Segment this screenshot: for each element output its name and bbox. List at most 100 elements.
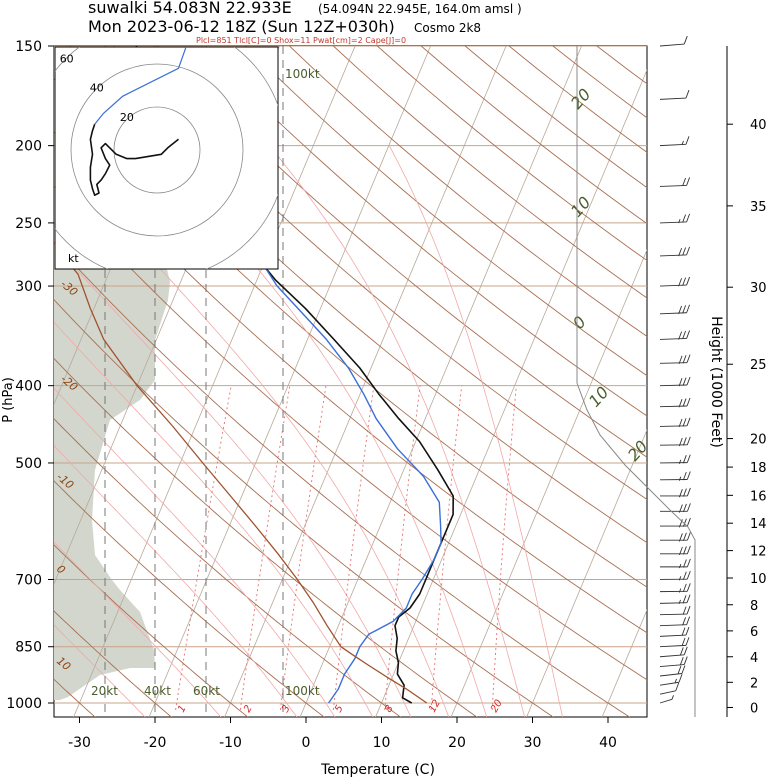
wind-barb-flag (682, 546, 687, 555)
wind-barb-half (678, 599, 681, 605)
wind-speed-label-bottom: 60kt (193, 684, 220, 698)
wind-barb-staff (659, 690, 676, 695)
wind-barb (659, 136, 690, 147)
mixing-ratio-line (430, 385, 463, 710)
wind-barb-flag (686, 532, 691, 541)
isotherm-line (224, 46, 507, 717)
mixing-ratio-line (491, 385, 517, 710)
wind-barb-flag (686, 570, 691, 580)
wind-barb (659, 570, 691, 581)
wind-speed-label-bottom: 40kt (144, 684, 171, 698)
wind-barb-flag (678, 674, 683, 683)
moist-adiabat-label: 30 (665, 483, 693, 511)
wind-barb-flag (678, 399, 683, 408)
wind-barb-flag (686, 503, 691, 512)
wind-barb-half (678, 218, 681, 224)
wind-speed-label-bottom: 100kt (285, 684, 320, 698)
title-station: suwalki 54.083N 22.933E (88, 0, 292, 17)
wind-barb (660, 517, 691, 528)
hodograph-unit-label: kt (68, 252, 79, 265)
wind-barb-flag (682, 571, 687, 580)
wind-barb-flag (675, 682, 680, 692)
wind-barb-flag (682, 518, 687, 527)
isotherm-line (148, 46, 432, 717)
wind-barb-staff (659, 43, 685, 47)
isotherm-line (375, 68, 647, 717)
height-tick-label: 12 (750, 545, 767, 560)
wind-barb-staff (659, 602, 688, 604)
height-tick-label: 18 (750, 461, 767, 476)
mixing-ratio-label: 5 (333, 703, 346, 714)
wind-barb (659, 616, 691, 627)
hodograph-ring-label: 20 (120, 111, 134, 124)
height-tick-label: 8 (750, 599, 758, 614)
mixing-ratio-label: 1 (176, 703, 189, 714)
moist-adiabat-line (54, 624, 146, 717)
isotherm-line (299, 46, 583, 717)
isotherm-line (73, 46, 356, 717)
wind-barb-flag (677, 665, 682, 675)
wind-barb (659, 177, 691, 187)
wind-barb-flag (682, 455, 687, 464)
wind-barb-flag (686, 545, 691, 554)
wind-barb-flag (681, 637, 686, 647)
wind-barb (659, 695, 674, 704)
wind-barb (660, 545, 691, 556)
wind-barb-staff (659, 312, 687, 315)
wind-barb-flag (681, 627, 686, 636)
wind-barb (659, 626, 690, 637)
x-tick-label: 40 (599, 735, 617, 751)
dry-adiabat-line (54, 480, 325, 717)
wind-barb-flag (681, 665, 686, 674)
wind-barb (659, 397, 691, 408)
wind-barb-flag (686, 213, 691, 223)
dry-adiabat-line (54, 241, 631, 717)
mixing-ratio-label: 3 (280, 703, 293, 714)
wind-barb-flag (682, 277, 687, 286)
moist-adiabat-line (54, 387, 336, 717)
wind-barb (659, 682, 680, 695)
x-tick-label: 30 (524, 735, 542, 751)
x-tick-label: 10 (373, 735, 391, 751)
y-axis-label: P (hPa) (1, 377, 16, 423)
wind-barb-flag (682, 177, 687, 187)
wind-barb (659, 471, 691, 481)
wind-barb-half (678, 563, 682, 569)
y-tick-label: 200 (15, 139, 42, 155)
wind-barb-staff (659, 362, 688, 364)
y-tick-label: 150 (15, 39, 42, 55)
x-tick-label: 20 (448, 735, 466, 751)
moist-adiabat-line (388, 145, 563, 717)
wind-barb (659, 89, 690, 100)
hodograph-ring (113, 106, 201, 194)
mixing-ratio-line (239, 385, 291, 710)
barb-envelope (576, 382, 696, 717)
moist-adiabat-line (269, 145, 526, 717)
wind-barb-staff (659, 698, 673, 704)
wind-barb-flag (686, 177, 691, 186)
height-tick-label: 25 (750, 358, 767, 373)
wind-barb-flag (678, 546, 683, 556)
wind-barb (659, 246, 691, 257)
wind-barb-flag (686, 397, 691, 407)
wind-barb-staff (659, 673, 682, 677)
parcel-line (67, 261, 428, 704)
wind-barb-half (678, 576, 682, 581)
wind-barb-flag (678, 533, 683, 542)
wind-barb (659, 376, 691, 387)
dry-adiabat-line (54, 357, 478, 717)
wind-barb (660, 487, 691, 498)
wind-barb-staff (659, 405, 688, 408)
moist-adiabat-line (54, 445, 298, 717)
wind-barb (659, 605, 691, 616)
wind-barb (660, 532, 691, 542)
wind-barb-flag (682, 503, 687, 513)
height-tick-label: 2 (750, 676, 758, 691)
x-tick-label: 0 (302, 735, 311, 751)
wind-barb-flag (682, 377, 687, 386)
dry-adiabat-line (332, 46, 647, 299)
moist-adiabat-line (149, 145, 488, 717)
wind-barb-flag (678, 378, 683, 387)
wind-barb-flag (686, 616, 691, 625)
